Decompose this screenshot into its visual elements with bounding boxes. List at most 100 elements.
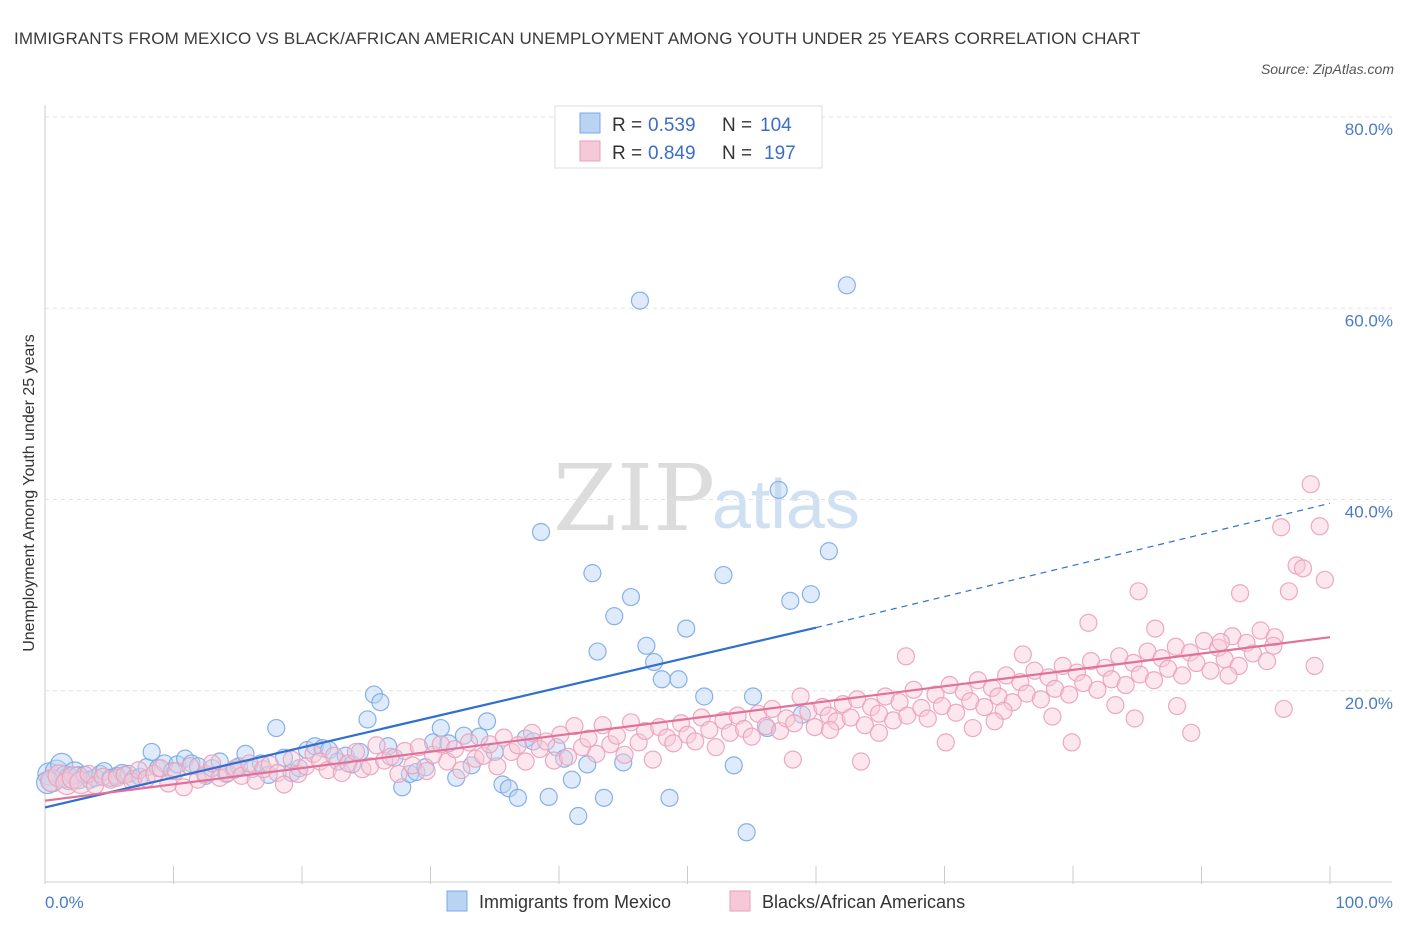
point-1-176 <box>1293 559 1313 578</box>
trend-line-1 <box>44 636 1331 802</box>
point-0-20 <box>142 742 161 762</box>
point-1-45 <box>367 736 386 755</box>
point-1-173 <box>1272 518 1291 537</box>
bottom-legend: Immigrants from Mexico Blacks/African Am… <box>446 890 965 912</box>
point-0-38 <box>267 718 286 738</box>
point-1-171 <box>1257 652 1277 671</box>
point-1-70 <box>544 751 563 770</box>
point-0-100 <box>781 591 800 610</box>
trend-layer <box>44 502 1331 809</box>
point-1-196 <box>869 723 889 742</box>
stats-swatch-black <box>579 140 601 162</box>
point-0-73 <box>531 522 551 542</box>
point-1-105 <box>791 687 810 706</box>
point-1-72 <box>558 747 578 766</box>
point-1-120 <box>898 706 917 725</box>
point-1-189 <box>1305 656 1324 675</box>
point-1-114 <box>855 716 874 735</box>
trend-line-0 <box>44 626 817 809</box>
stats-legend-box <box>554 105 823 169</box>
point-1-5 <box>79 764 98 784</box>
point-1-186 <box>1182 723 1201 742</box>
point-1-107 <box>805 717 824 737</box>
source-label: Source: ZipAtlas.com <box>1260 61 1394 77</box>
point-1-76 <box>587 744 606 763</box>
point-0-104 <box>837 276 856 295</box>
stats-r-value-mexico: 0.539 <box>648 115 696 136</box>
point-1-184 <box>1062 733 1081 752</box>
point-0-103 <box>819 542 838 561</box>
point-1-180 <box>783 750 802 769</box>
point-1-42 <box>346 742 366 762</box>
y-tick-labels: 20.0% 40.0% 60.0% 80.0% <box>1345 120 1393 713</box>
point-1-82 <box>629 733 648 752</box>
axes <box>44 105 1392 884</box>
point-1-203 <box>1129 582 1148 601</box>
stats-n-label-mexico: N = <box>722 115 752 136</box>
point-0-66 <box>477 712 497 731</box>
y-tick-label-0: 20.0% <box>1345 694 1393 713</box>
point-1-112 <box>841 708 860 727</box>
point-1-185 <box>1125 709 1144 728</box>
point-1-62 <box>488 757 507 776</box>
point-0-99 <box>769 480 788 500</box>
point-1-15 <box>151 759 170 778</box>
y-tick-label-3: 80.0% <box>1345 120 1393 139</box>
point-0-87 <box>637 636 656 655</box>
point-1-54 <box>431 735 450 754</box>
point-1-147 <box>1088 680 1107 699</box>
point-1-32 <box>274 775 294 794</box>
stats-swatch-mexico <box>579 112 601 134</box>
point-1-93 <box>706 738 725 757</box>
point-0-81 <box>588 642 607 661</box>
point-1-75 <box>579 729 598 748</box>
point-1-159 <box>1173 666 1192 685</box>
point-0-102 <box>801 585 820 604</box>
point-1-131 <box>975 697 994 717</box>
point-0-77 <box>562 770 581 789</box>
point-1-51 <box>409 738 429 757</box>
point-1-188 <box>1274 699 1293 719</box>
point-1-155 <box>1144 671 1164 690</box>
point-1-66 <box>516 752 535 771</box>
point-1-163 <box>1201 661 1220 680</box>
chart-title: IMMIGRANTS FROM MEXICO VS BLACK/AFRICAN … <box>14 29 1141 48</box>
point-0-85 <box>621 587 641 607</box>
trend-extension-0 <box>815 502 1331 629</box>
point-1-182 <box>936 733 955 752</box>
stats-n-value-black: 197 <box>764 143 796 164</box>
point-1-179 <box>1315 570 1334 589</box>
point-1-67 <box>522 723 542 742</box>
point-0-97 <box>743 687 763 706</box>
legend-swatch-mexico <box>446 890 468 912</box>
point-1-193 <box>1146 619 1165 638</box>
point-1-169 <box>1243 644 1263 663</box>
point-0-91 <box>669 670 688 689</box>
point-0-34 <box>236 744 255 763</box>
point-1-177 <box>1301 475 1320 494</box>
point-1-52 <box>417 761 436 781</box>
point-1-92 <box>700 720 719 740</box>
point-1-119 <box>890 693 909 712</box>
stats-r-label-mexico: R = <box>612 115 642 136</box>
point-1-199 <box>1106 695 1125 715</box>
watermark-zip: ZIP <box>553 445 715 552</box>
watermark: ZIP atlas <box>553 445 860 552</box>
point-1-204 <box>985 712 1004 731</box>
point-0-86 <box>630 291 650 310</box>
point-1-197 <box>963 718 982 738</box>
legend-swatch-black <box>729 890 751 912</box>
legend-label-mexico: Immigrants from Mexico <box>479 892 671 912</box>
point-1-60 <box>474 746 493 765</box>
point-1-181 <box>851 752 871 771</box>
point-0-95 <box>724 756 743 775</box>
point-1-160 <box>1180 643 1200 662</box>
point-0-55 <box>393 778 412 797</box>
point-0-84 <box>614 753 633 772</box>
point-1-195 <box>821 720 840 740</box>
stats-r-label-black: R = <box>612 143 642 164</box>
point-1-190 <box>896 647 916 666</box>
point-0-50 <box>358 710 377 729</box>
x-tick-labels: 0.0% 100.0% <box>45 893 1393 912</box>
point-0-92 <box>677 619 696 638</box>
